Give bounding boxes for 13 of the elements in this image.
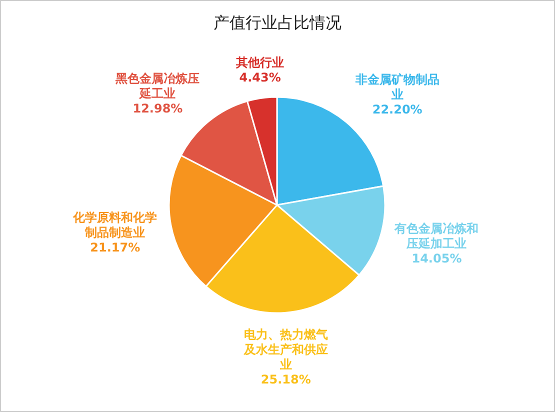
data-label: 14.05% [412,251,462,266]
data-label: 12.98% [132,102,183,116]
data-label: 4.43% [239,70,281,84]
slice-label: 有色金属冶炼和压延加工业 [394,221,479,250]
chart-title: 产值行业占比情况 [214,13,342,32]
data-label: 22.20% [372,102,422,117]
slice-label: 电力、热力燃气及水生产和供应业 [242,328,328,372]
slice-label: 非金属矿物制品业 [354,72,440,102]
data-label: 21.17% [90,240,140,255]
data-label: 25.18% [260,372,311,387]
slice-label: 化学原料和化学制品制造业 [72,210,158,240]
slice-label: 黑色金属冶炼压延工业 [114,72,200,101]
slice-label: 其他行业 [235,55,284,70]
